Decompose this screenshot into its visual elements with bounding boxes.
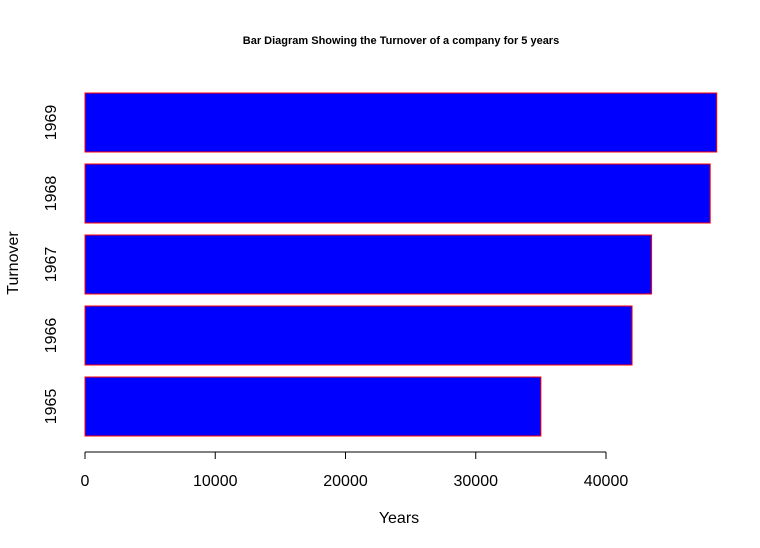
y-tick-label-1968: 1968: [43, 176, 60, 212]
y-tick-label-1966: 1966: [43, 318, 60, 354]
y-axis-label: Turnover: [5, 231, 22, 295]
x-tick-label-10000: 10000: [193, 473, 238, 490]
x-axis-label: Years: [379, 510, 419, 527]
bar-1969: [84, 92, 718, 153]
bar-1966: [84, 305, 633, 366]
x-tick-label-30000: 30000: [454, 473, 499, 490]
y-axis: 1965 1966 1967 1968 1969: [43, 105, 60, 425]
bar-1967: [84, 234, 653, 295]
chart-title: Bar Diagram Showing the Turnover of a co…: [243, 35, 559, 47]
x-tick-label-20000: 20000: [323, 473, 368, 490]
x-tick-label-40000: 40000: [584, 473, 629, 490]
bars-group: [84, 92, 718, 437]
bar-1968: [84, 163, 711, 224]
y-tick-label-1967: 1967: [43, 247, 60, 283]
y-tick-label-1965: 1965: [43, 389, 60, 425]
x-axis: 0 10000 20000 30000 40000: [81, 451, 629, 490]
bar-1965: [84, 376, 542, 437]
x-tick-label-0: 0: [81, 473, 90, 490]
y-tick-label-1969: 1969: [43, 105, 60, 141]
